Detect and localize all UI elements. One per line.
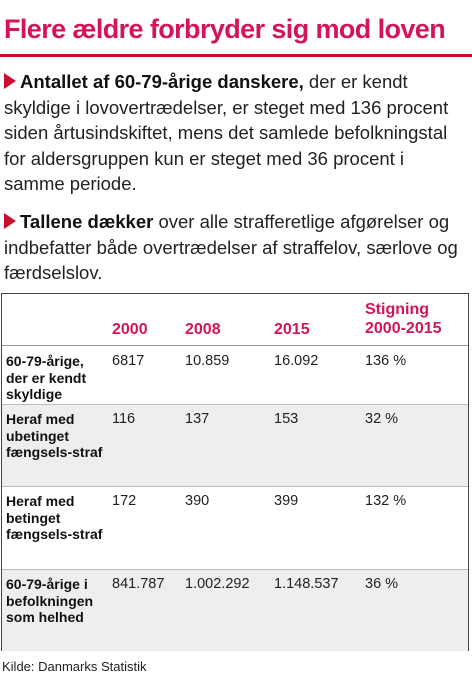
page-title: Flere ældre forbryder sig mod loven — [4, 14, 446, 44]
row-label: Heraf med betinget fængsels-straf — [6, 493, 103, 542]
table-cell: 132 % — [365, 493, 407, 509]
scope-paragraph: Tallene dækker over alle strafferetlige … — [4, 209, 468, 286]
column-header-2015: 2015 — [274, 321, 310, 338]
table-cell: 137 — [185, 411, 210, 427]
table-cell: 1.002.292 — [185, 576, 250, 592]
table-cell: 16.092 — [274, 353, 319, 369]
table-cell: 36 % — [365, 576, 399, 592]
table-cell: 172 — [112, 493, 137, 509]
row-divider — [2, 404, 468, 405]
paragraph-lead: Tallene dækker — [20, 211, 154, 232]
row-label: Heraf med ubetinget fængsels-straf — [6, 411, 103, 460]
table-row: Heraf med ubetinget fængsels-straf 116 1… — [2, 405, 468, 486]
table-cell: 153 — [274, 411, 299, 427]
table-cell: 32 % — [365, 411, 399, 427]
table-cell: 10.859 — [185, 353, 230, 369]
table-cell: 1.148.537 — [274, 576, 339, 592]
paragraph-text: over alle strafferetlige afgørelser og i… — [4, 211, 458, 283]
title-divider — [0, 54, 472, 57]
table-cell: 390 — [185, 493, 210, 509]
table-cell: 136 % — [365, 353, 407, 369]
column-header-2008: 2008 — [185, 321, 221, 338]
row-label: 60-79-årige i befolkningen som helhed — [6, 576, 94, 625]
paragraph-lead: Antallet af 60-79-årige danskere, — [20, 71, 304, 92]
table-cell: 6817 — [112, 353, 145, 369]
triangle-bullet-icon — [4, 213, 16, 229]
column-header-increase: Stigning 2000-2015 — [365, 301, 442, 337]
row-label: 60-79-årige, der er kendt skyldige — [6, 353, 87, 402]
paragraph-text: der er kendt skyldige i lovovertrædelser… — [4, 71, 449, 194]
column-header-2000: 2000 — [112, 321, 148, 338]
table-cell: 841.787 — [112, 576, 165, 592]
source-credit: Kilde: Danmarks Statistik — [2, 659, 147, 674]
table-cell: 116 — [112, 411, 136, 427]
table-row: 60-79-årige i befolkningen som helhed 84… — [2, 570, 468, 651]
table-row: 60-79-årige, der er kendt skyldige 6817 … — [2, 347, 468, 404]
intro-paragraph: Antallet af 60-79-årige danskere, der er… — [4, 69, 468, 197]
row-divider — [2, 486, 468, 487]
row-divider — [2, 569, 468, 570]
triangle-bullet-icon — [4, 73, 16, 89]
table-row: Heraf med betinget fængsels-straf 172 39… — [2, 487, 468, 569]
statistics-table: 2000 2008 2015 Stigning 2000-2015 60-79-… — [1, 293, 469, 651]
table-header: 2000 2008 2015 Stigning 2000-2015 — [2, 294, 468, 346]
table-cell: 399 — [274, 493, 299, 509]
